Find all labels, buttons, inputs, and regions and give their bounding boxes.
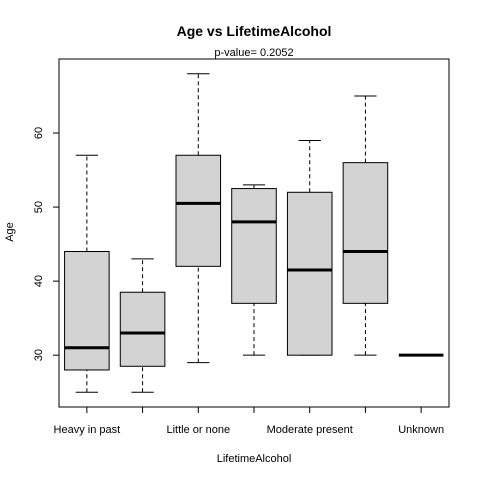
x-tick-label: Little or none bbox=[166, 424, 230, 436]
box-2 bbox=[120, 259, 165, 392]
y-tick-label: 50 bbox=[33, 201, 45, 213]
box-6 bbox=[343, 96, 388, 355]
box-iqr bbox=[65, 252, 110, 370]
box-iqr bbox=[232, 189, 277, 304]
x-tick-label: Heavy in past bbox=[54, 424, 121, 436]
x-tick-label: Unknown bbox=[398, 424, 444, 436]
box-iqr bbox=[343, 163, 388, 304]
box-1 bbox=[65, 155, 110, 392]
y-tick-label: 30 bbox=[33, 349, 45, 361]
box-iqr bbox=[287, 192, 332, 355]
box-iqr bbox=[120, 292, 165, 366]
box-4 bbox=[232, 185, 277, 355]
box-iqr bbox=[176, 155, 221, 266]
y-axis-label: Age bbox=[4, 222, 16, 242]
y-tick-label: 40 bbox=[33, 275, 45, 287]
box-3 bbox=[176, 74, 221, 363]
x-axis: Heavy in past Little or none Moderate pres… bbox=[54, 407, 445, 436]
x-tick-label: Moderate present bbox=[267, 424, 353, 436]
chart-subtitle: p-value= 0.2052 bbox=[214, 47, 293, 59]
y-axis: 30 40 50 60 bbox=[33, 127, 59, 361]
box-5 bbox=[287, 140, 332, 355]
x-axis-label: LifetimeAlcohol bbox=[217, 453, 292, 465]
y-tick-label: 60 bbox=[33, 127, 45, 139]
boxes-group bbox=[65, 74, 444, 392]
chart-title: Age vs LifetimeAlcohol bbox=[177, 23, 332, 39]
